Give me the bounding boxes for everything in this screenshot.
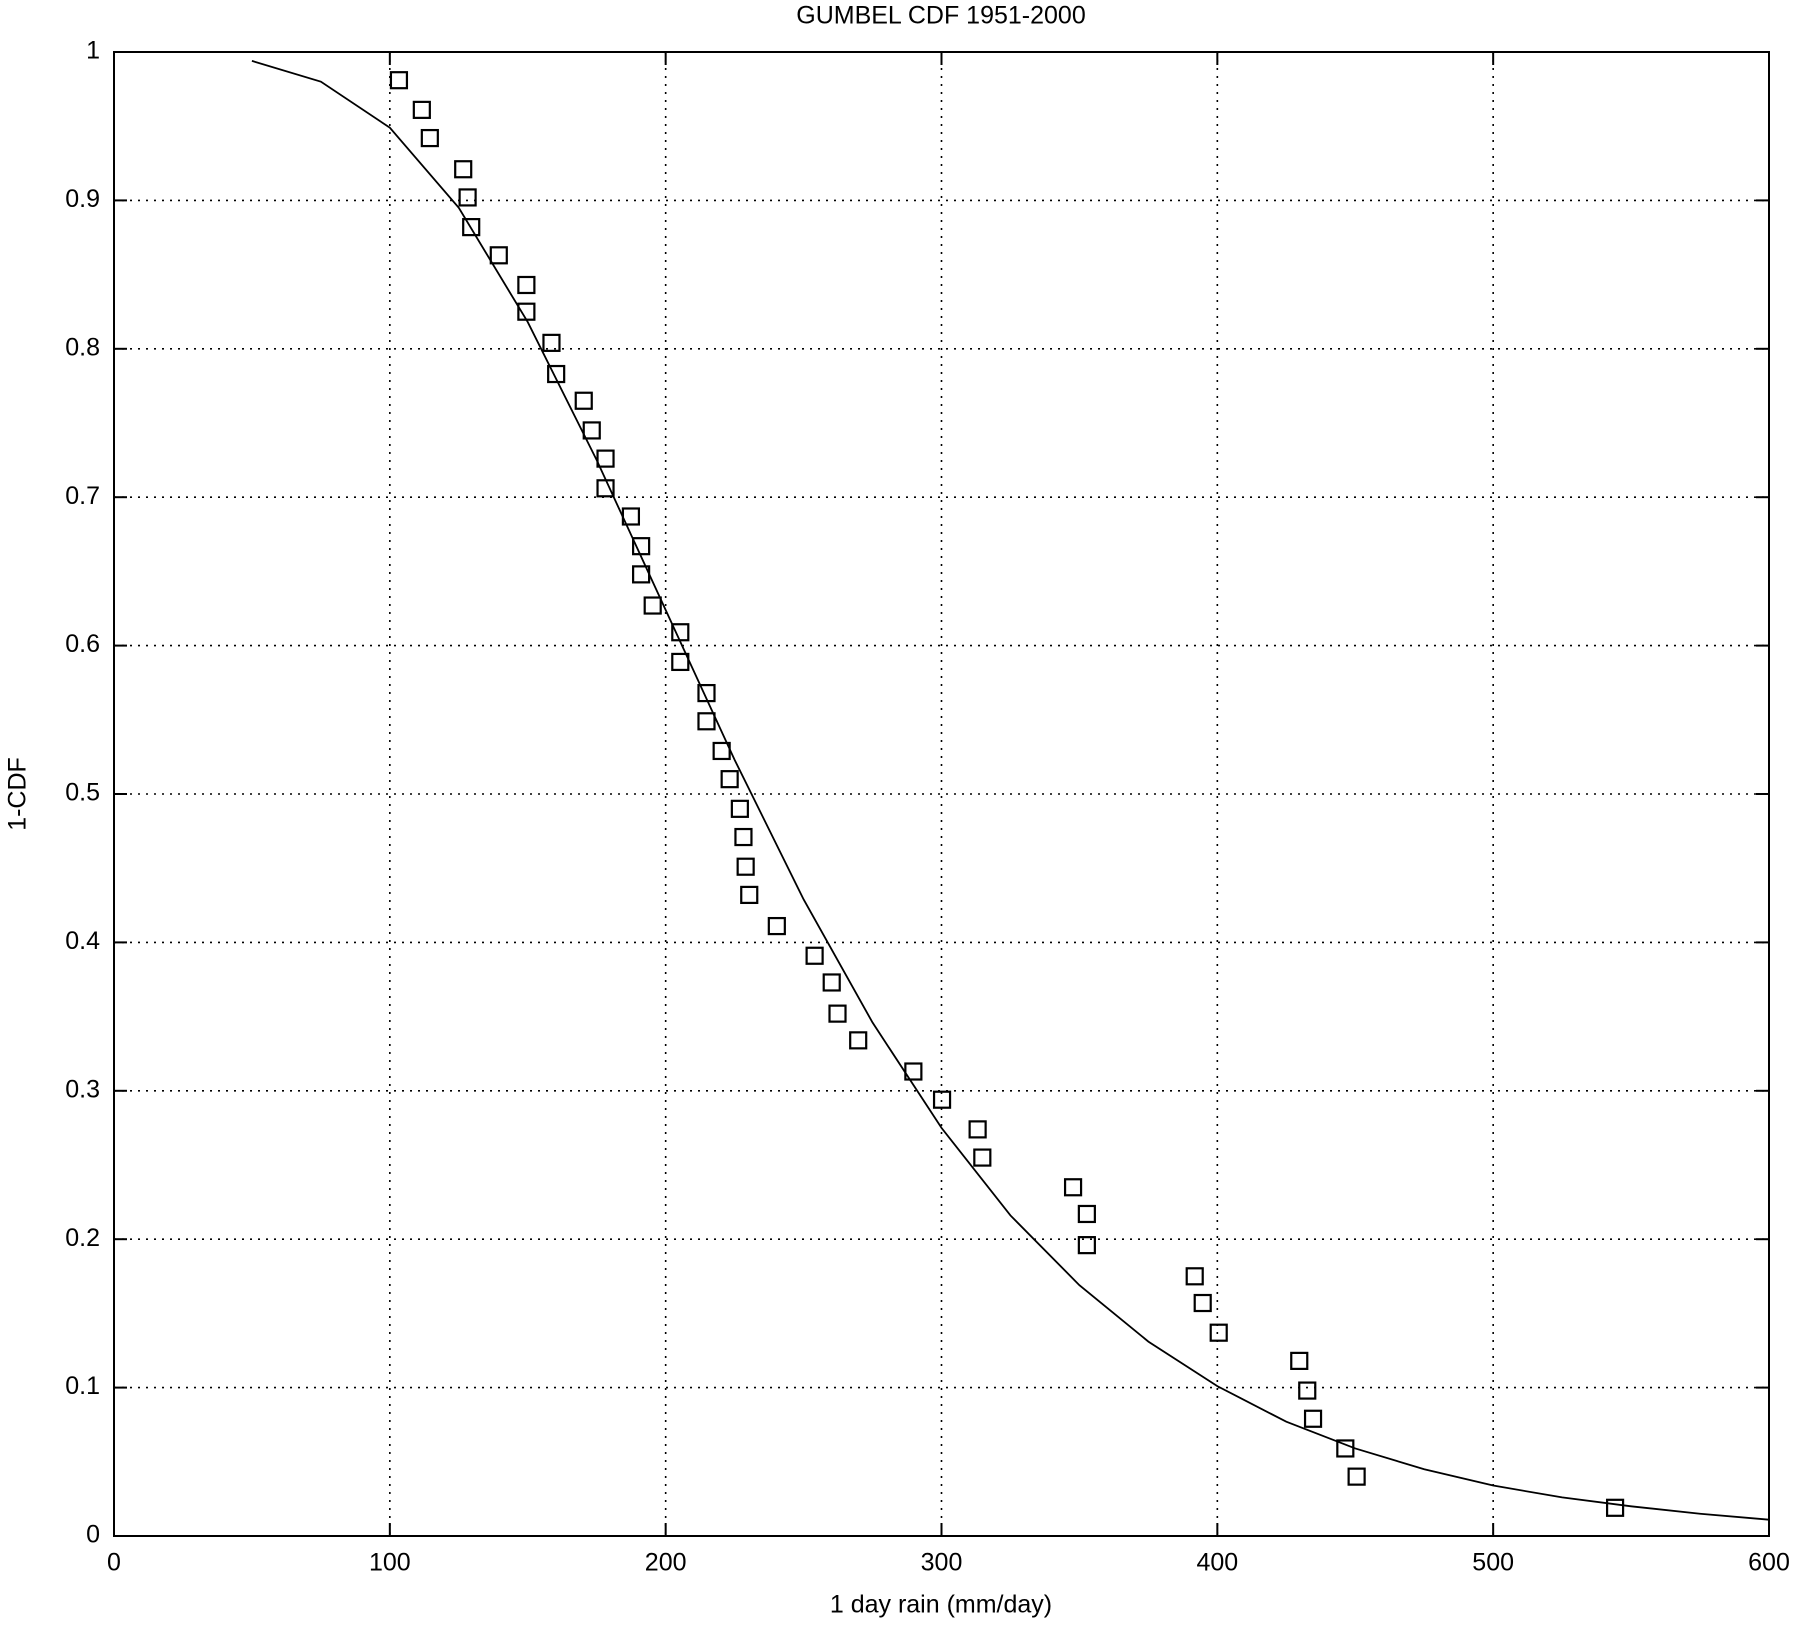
x-tick-label: 600	[1748, 1549, 1790, 1577]
x-tick-label: 200	[645, 1549, 687, 1577]
y-tick-label: 1	[86, 37, 100, 65]
data-point	[412, 100, 431, 119]
data-point	[740, 885, 759, 905]
data-point	[1077, 1236, 1096, 1255]
data-point	[973, 1148, 992, 1167]
data-point	[736, 857, 755, 876]
data-point	[1193, 1293, 1212, 1313]
x-tick-label: 400	[1196, 1549, 1238, 1577]
data-point	[389, 71, 409, 90]
y-tick-label: 0.4	[65, 927, 100, 955]
y-tick-label: 0.5	[65, 779, 100, 807]
x-tick-label: 0	[107, 1549, 121, 1577]
data-point	[671, 652, 690, 672]
data-point	[596, 449, 615, 468]
x-tick-label: 300	[921, 1549, 963, 1577]
data-point	[805, 946, 824, 965]
data-point	[1063, 1178, 1083, 1197]
y-tick-label: 0.3	[65, 1075, 100, 1103]
y-tick-label: 0.2	[65, 1224, 100, 1252]
data-point	[1290, 1351, 1309, 1370]
data-point	[1303, 1409, 1323, 1428]
data-point	[547, 364, 566, 384]
y-tick-label: 0	[86, 1521, 100, 1549]
data-point	[454, 160, 473, 179]
y-axis-label: 1-CDF	[4, 757, 32, 831]
data-point	[582, 421, 601, 440]
x-tick-label: 100	[369, 1549, 411, 1577]
data-point	[849, 1031, 868, 1050]
data-point	[489, 246, 508, 265]
data-point	[822, 973, 841, 992]
data-point	[1347, 1467, 1366, 1486]
data-point	[458, 188, 477, 207]
fit-curve	[251, 60, 1770, 1521]
chart-title: GUMBEL CDF 1951-2000	[796, 2, 1085, 30]
y-tick-label: 0.7	[65, 482, 100, 510]
y-tick-label: 0.8	[65, 333, 100, 361]
data-point	[1209, 1323, 1228, 1342]
data-point	[632, 537, 651, 556]
data-point	[697, 712, 716, 731]
data-point	[420, 128, 439, 148]
data-point	[720, 770, 739, 789]
x-tick-label: 500	[1472, 1549, 1514, 1577]
data-point	[932, 1090, 952, 1109]
data-point	[1185, 1267, 1204, 1286]
data-point	[1077, 1204, 1096, 1224]
y-tick-label: 0.9	[65, 185, 100, 213]
y-tick-label: 0.6	[65, 630, 100, 658]
data-point	[542, 333, 561, 352]
data-point	[462, 218, 481, 237]
data-point	[968, 1120, 987, 1139]
data-point	[643, 596, 662, 615]
y-tick-label: 0.1	[65, 1372, 100, 1400]
data-point	[697, 683, 716, 703]
data-point	[1298, 1381, 1317, 1400]
data-point	[767, 916, 786, 936]
data-point	[828, 1004, 847, 1023]
x-axis-label: 1 day rain (mm/day)	[830, 1591, 1052, 1619]
data-point	[734, 827, 753, 847]
data-point	[517, 275, 536, 295]
data-point	[574, 391, 593, 410]
data-point	[730, 799, 749, 818]
data-point	[1605, 1498, 1625, 1517]
